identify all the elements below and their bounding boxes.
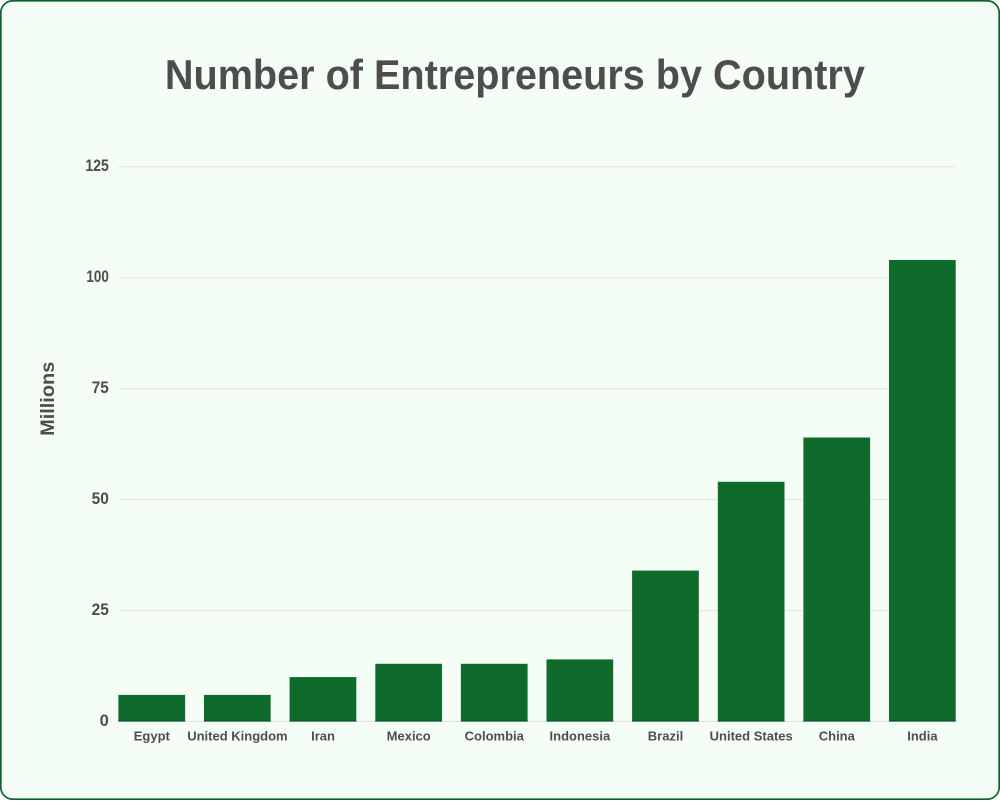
- svg-text:Colombia: Colombia: [465, 728, 525, 743]
- svg-text:Iran: Iran: [311, 728, 335, 743]
- svg-text:50: 50: [92, 490, 109, 508]
- svg-text:Indonesia: Indonesia: [550, 728, 611, 743]
- svg-text:75: 75: [92, 379, 109, 397]
- svg-text:100: 100: [86, 268, 108, 286]
- svg-text:India: India: [907, 728, 938, 743]
- svg-text:Egypt: Egypt: [134, 728, 171, 743]
- svg-text:0: 0: [100, 712, 109, 730]
- svg-text:United Kingdom: United Kingdom: [187, 728, 287, 743]
- svg-text:Number of Entrepreneurs by Cou: Number of Entrepreneurs by Country: [165, 51, 866, 98]
- svg-text:Millions: Millions: [37, 362, 59, 436]
- svg-text:125: 125: [85, 157, 108, 175]
- svg-text:Mexico: Mexico: [387, 728, 431, 743]
- svg-text:China: China: [819, 728, 856, 743]
- svg-text:Brazil: Brazil: [648, 728, 683, 743]
- svg-text:United States: United States: [710, 728, 793, 743]
- svg-text:25: 25: [92, 601, 109, 619]
